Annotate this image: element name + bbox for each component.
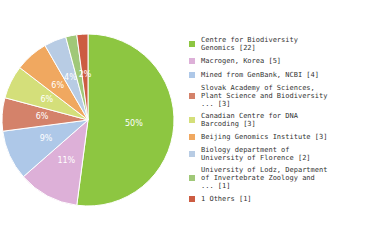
svg-text:Barcoding [3]: Barcoding [3]: [201, 120, 256, 128]
svg-text:Plant Science and Biodiversity: Plant Science and Biodiversity: [201, 92, 327, 100]
svg-text:Beijing Genomics Institute [3]: Beijing Genomics Institute [3]: [201, 133, 327, 141]
svg-text:4%: 4%: [64, 73, 77, 82]
svg-text:6%: 6%: [40, 95, 53, 104]
svg-text:of Invertebrate Zoology and: of Invertebrate Zoology and: [201, 174, 315, 182]
svg-text:6%: 6%: [36, 112, 49, 121]
svg-text:University of Florence [2]: University of Florence [2]: [201, 154, 311, 162]
svg-text:Centre for Biodiversity: Centre for Biodiversity: [201, 36, 298, 44]
svg-text:Mined from GenBank, NCBI [4]: Mined from GenBank, NCBI [4]: [201, 71, 319, 79]
svg-text:... [1]: ... [1]: [201, 182, 231, 190]
svg-text:University of Lodz, Department: University of Lodz, Department: [201, 166, 327, 174]
svg-text:6%: 6%: [51, 81, 64, 90]
svg-text:2%: 2%: [79, 70, 92, 79]
svg-text:Macrogen, Korea [5]: Macrogen, Korea [5]: [201, 57, 281, 65]
svg-text:9%: 9%: [40, 134, 53, 143]
svg-text:Genomics [22]: Genomics [22]: [201, 44, 256, 52]
svg-text:... [3]: ... [3]: [201, 100, 231, 108]
svg-text:1 Others [1]: 1 Others [1]: [201, 195, 252, 203]
svg-text:11%: 11%: [57, 156, 75, 165]
svg-text:Biology department of: Biology department of: [201, 146, 290, 154]
svg-text:Slovak Academy of Sciences,: Slovak Academy of Sciences,: [201, 84, 315, 92]
svg-text:50%: 50%: [125, 119, 143, 128]
svg-text:Canadian Centre for DNA: Canadian Centre for DNA: [201, 112, 299, 120]
